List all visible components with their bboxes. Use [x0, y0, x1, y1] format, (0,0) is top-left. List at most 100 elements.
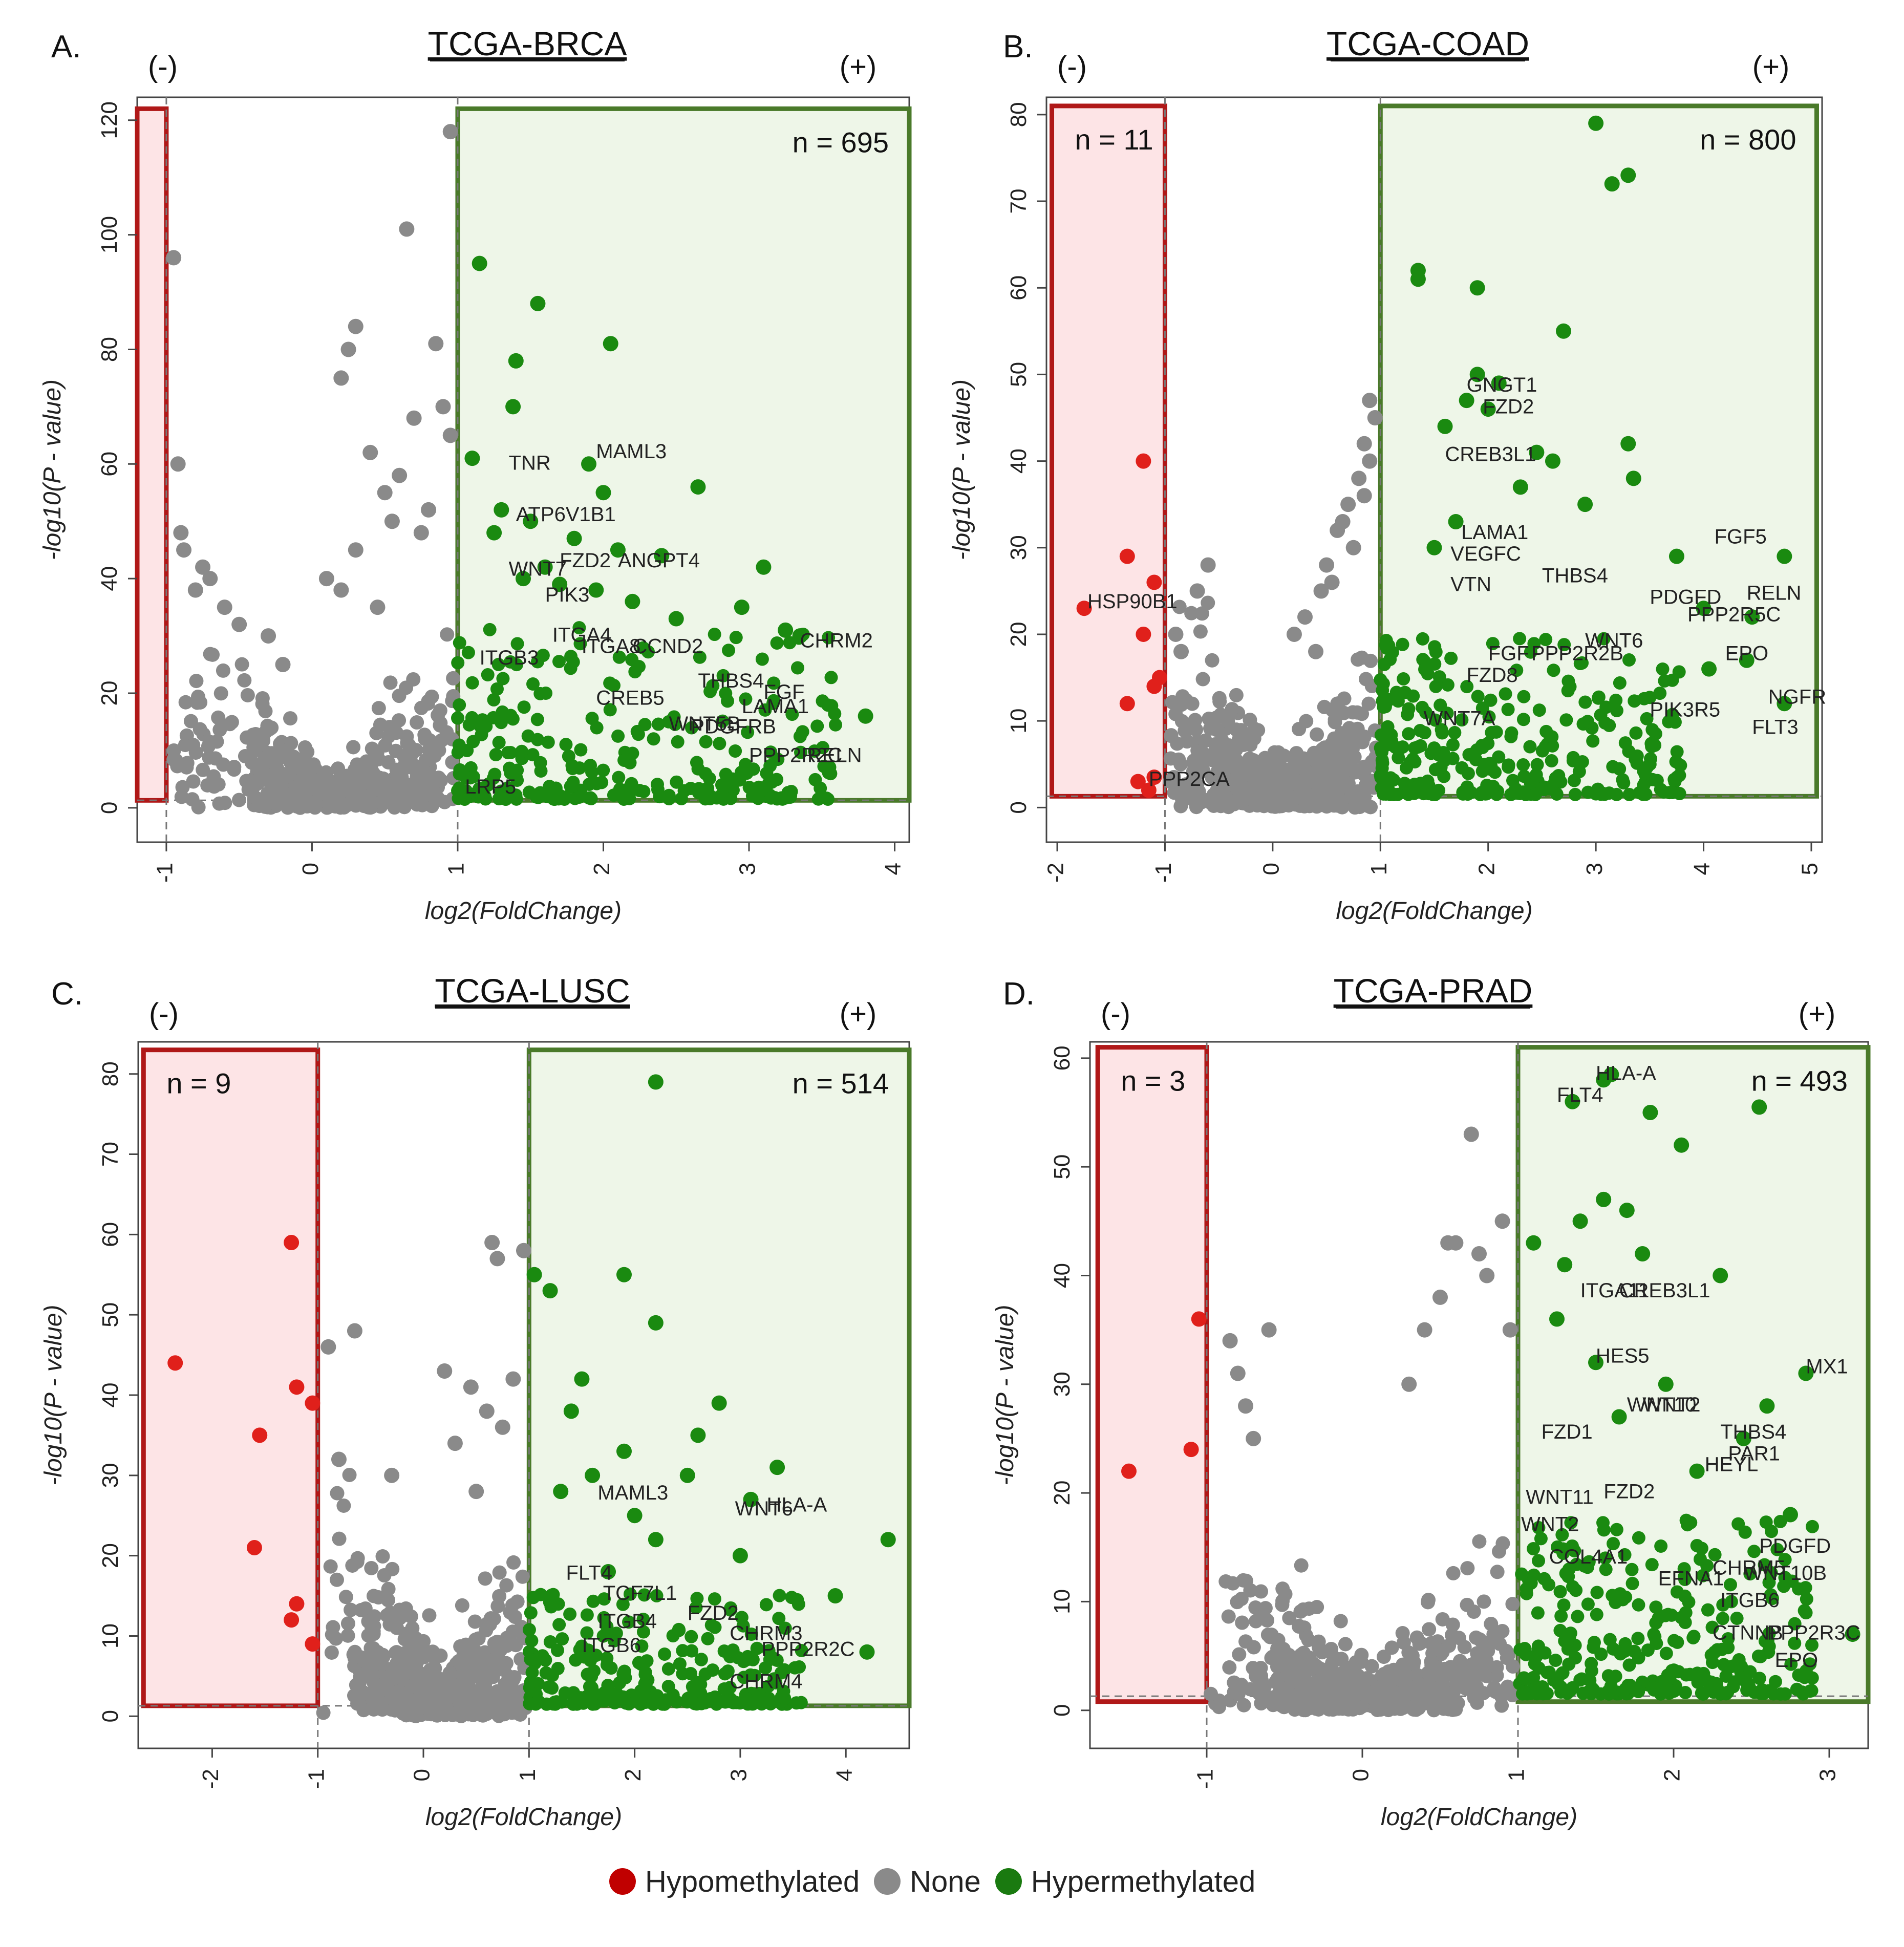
- point-hypermethylated: [763, 1695, 777, 1709]
- gene-annotation: PDGFD: [1650, 586, 1721, 609]
- point-none: [1324, 774, 1339, 789]
- point-hypermethylated: [1665, 1664, 1679, 1678]
- point-hypermethylated: [1590, 1608, 1603, 1621]
- legend-label-none: None: [910, 1865, 981, 1898]
- point-hypermethylated: [724, 1601, 738, 1615]
- point-hypermethylated: [1667, 773, 1681, 786]
- point-none: [501, 1669, 516, 1684]
- point-hypomethylated: [1146, 574, 1162, 590]
- point-hypermethylated: [1611, 1409, 1627, 1425]
- point-hypermethylated: [1788, 1617, 1802, 1631]
- chart-title: TCGA-PRAD: [1334, 972, 1533, 1010]
- point-hypermethylated: [1486, 780, 1500, 794]
- point-hypomethylated: [167, 1355, 183, 1371]
- point-hypermethylated: [1564, 1684, 1577, 1698]
- point-none: [1307, 745, 1321, 760]
- gene-annotation: EPO: [1775, 1649, 1818, 1672]
- point-none: [399, 221, 415, 237]
- point-none: [1342, 726, 1357, 741]
- point-none: [1345, 742, 1360, 757]
- point-hypermethylated: [1731, 1517, 1745, 1531]
- point-hypermethylated: [609, 1627, 623, 1640]
- point-hypermethylated: [452, 738, 466, 752]
- point-none: [381, 1581, 396, 1596]
- point-hypermethylated: [1764, 1566, 1778, 1579]
- point-none: [1286, 626, 1302, 642]
- point-hypermethylated: [1610, 787, 1623, 801]
- point-none: [400, 1706, 415, 1721]
- point-hypermethylated: [488, 767, 502, 781]
- point-hypermethylated: [524, 1653, 538, 1666]
- point-none: [1396, 1657, 1410, 1672]
- point-none: [395, 1660, 410, 1675]
- point-hypermethylated: [1572, 1213, 1588, 1229]
- point-none: [1333, 1614, 1348, 1629]
- point-none: [196, 762, 210, 777]
- point-none: [340, 1616, 355, 1631]
- point-none: [1242, 763, 1257, 778]
- point-none: [1200, 557, 1216, 573]
- point-hypermethylated: [1633, 786, 1646, 800]
- y-tick-label: 40: [1006, 448, 1031, 474]
- point-hypermethylated: [1391, 694, 1405, 708]
- point-hypermethylated: [1444, 651, 1458, 665]
- point-hypermethylated: [1581, 1597, 1595, 1611]
- point-hypermethylated: [503, 761, 517, 775]
- point-hypermethylated: [1471, 690, 1485, 703]
- point-hypermethylated: [525, 1665, 539, 1679]
- point-hypermethylated: [1625, 1563, 1639, 1576]
- point-hypermethylated: [1629, 726, 1643, 740]
- point-hypermethylated: [464, 451, 480, 466]
- point-hypermethylated: [595, 485, 611, 501]
- x-tick-label: 4: [1689, 863, 1715, 875]
- point-none: [1432, 1289, 1448, 1305]
- point-hypermethylated: [703, 684, 717, 698]
- y-tick-label: 40: [97, 566, 122, 591]
- point-hypermethylated: [699, 735, 713, 748]
- point-hypermethylated: [537, 559, 553, 575]
- point-none: [1471, 1246, 1487, 1261]
- point-hypermethylated: [1727, 1675, 1741, 1689]
- point-none: [1308, 1694, 1322, 1708]
- y-tick-label: 20: [1050, 1481, 1075, 1506]
- point-hypermethylated: [465, 711, 479, 724]
- point-none: [1165, 695, 1180, 710]
- point-hypermethylated: [746, 1697, 760, 1711]
- point-hypermethylated: [1705, 1620, 1719, 1634]
- point-hypermethylated: [823, 760, 837, 774]
- gene-annotation: WNT11: [1526, 1486, 1594, 1508]
- point-hypomethylated: [284, 1612, 299, 1628]
- point-hypermethylated: [1716, 1612, 1729, 1625]
- point-none: [1424, 1654, 1439, 1669]
- gene-annotation: HLA-A: [1596, 1062, 1656, 1084]
- point-none: [515, 1569, 530, 1584]
- y-tick-label: 10: [98, 1623, 123, 1649]
- x-tick-label: 4: [881, 863, 906, 875]
- point-hypermethylated: [490, 682, 504, 696]
- point-hypomethylated: [1141, 782, 1157, 798]
- gene-annotation: ATP6V1B1: [516, 503, 616, 526]
- x-tick-label: -1: [304, 1769, 329, 1789]
- point-none: [246, 728, 261, 742]
- point-none: [351, 1689, 366, 1704]
- gene-annotation: CREB3L1: [1619, 1279, 1710, 1302]
- point-hypermethylated: [1545, 754, 1558, 768]
- point-hypermethylated: [1587, 1640, 1600, 1654]
- point-none: [507, 1610, 522, 1624]
- point-none: [1189, 800, 1204, 815]
- point-none: [422, 1608, 437, 1623]
- point-hypermethylated: [1441, 678, 1454, 692]
- point-hypermethylated: [684, 721, 698, 735]
- point-hypermethylated: [483, 623, 497, 636]
- point-hypermethylated: [524, 1606, 538, 1620]
- point-none: [489, 1251, 505, 1267]
- point-hypermethylated: [653, 790, 667, 804]
- point-none: [326, 1620, 340, 1635]
- point-none: [374, 795, 389, 810]
- point-hypermethylated: [1554, 1609, 1568, 1623]
- point-hypomethylated: [289, 1596, 305, 1612]
- point-none: [248, 790, 263, 805]
- point-hypermethylated: [1778, 1571, 1792, 1585]
- point-hypermethylated: [790, 661, 804, 675]
- point-hypermethylated: [499, 787, 512, 801]
